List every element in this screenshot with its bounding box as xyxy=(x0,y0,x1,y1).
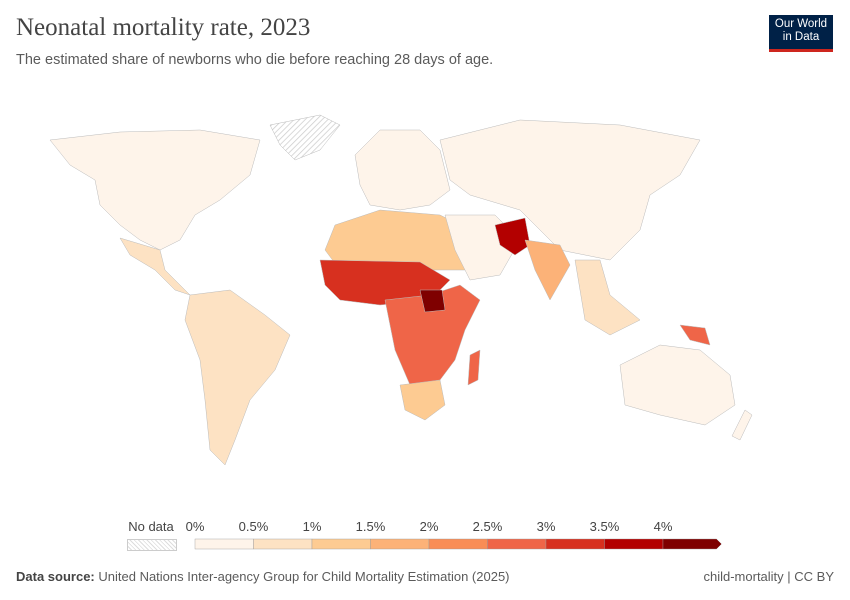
chart-title: Neonatal mortality rate, 2023 xyxy=(16,14,311,41)
legend-tick-label: 0% xyxy=(185,519,205,534)
region-new-zealand[interactable] xyxy=(731,409,753,441)
legend-bin[interactable] xyxy=(428,538,488,550)
source-text[interactable]: United Nations Inter-agency Group for Ch… xyxy=(98,569,510,584)
legend-bin[interactable] xyxy=(194,538,254,550)
region-north-america[interactable] xyxy=(49,129,261,251)
legend-bin[interactable] xyxy=(370,538,430,550)
legend-tick-label: 3% xyxy=(536,519,556,534)
region-papua-new-guinea[interactable] xyxy=(679,324,711,346)
legend-tick-label: 2% xyxy=(419,519,439,534)
legend-no-data-swatch[interactable] xyxy=(127,539,177,551)
data-source: Data source: United Nations Inter-agency… xyxy=(16,569,510,584)
region-southeast-asia[interactable] xyxy=(574,259,641,336)
legend-bin[interactable] xyxy=(545,538,605,550)
region-europe[interactable] xyxy=(354,129,451,211)
legend-tick-label: 1.5% xyxy=(355,519,386,534)
region-russia-asia[interactable] xyxy=(439,119,701,261)
owid-logo[interactable]: Our World in Data xyxy=(769,15,833,52)
legend-bin[interactable] xyxy=(311,538,371,550)
legend-bin[interactable] xyxy=(253,538,313,550)
legend-no-data-label: No data xyxy=(128,519,174,534)
legend-tick-label: 1% xyxy=(302,519,322,534)
logo-line1: Our World xyxy=(774,18,828,30)
legend-tick-label: 2.5% xyxy=(472,519,503,534)
legend-tick-label: 3.5% xyxy=(589,519,620,534)
footer-right[interactable]: child-mortality | CC BY xyxy=(703,569,834,584)
region-pakistan-afghanistan[interactable] xyxy=(494,217,531,256)
region-central-east-africa[interactable] xyxy=(384,284,481,386)
legend-tick-label: 0.5% xyxy=(238,519,269,534)
chart-subtitle: The estimated share of newborns who die … xyxy=(16,52,494,68)
legend: No data 0% 0.5% 1% 1.5% 2% 2.5% 3% 3.5% 4% xyxy=(0,515,850,555)
legend-bin[interactable] xyxy=(487,538,547,550)
source-label: Data source: xyxy=(16,569,95,584)
legend-tick-label: 4% xyxy=(653,519,673,534)
legend-color-bar xyxy=(194,538,722,550)
region-south-sudan[interactable] xyxy=(419,289,446,313)
region-south-asia[interactable] xyxy=(524,239,571,301)
region-south-america[interactable] xyxy=(184,289,291,466)
region-australia[interactable] xyxy=(619,344,736,426)
legend-bin[interactable] xyxy=(662,538,722,550)
legend-bin[interactable] xyxy=(604,538,664,550)
logo-line2: in Data xyxy=(782,31,820,43)
world-map xyxy=(49,114,753,466)
region-madagascar[interactable] xyxy=(467,349,481,386)
region-southern-africa[interactable] xyxy=(399,379,446,421)
region-greenland xyxy=(269,114,341,161)
